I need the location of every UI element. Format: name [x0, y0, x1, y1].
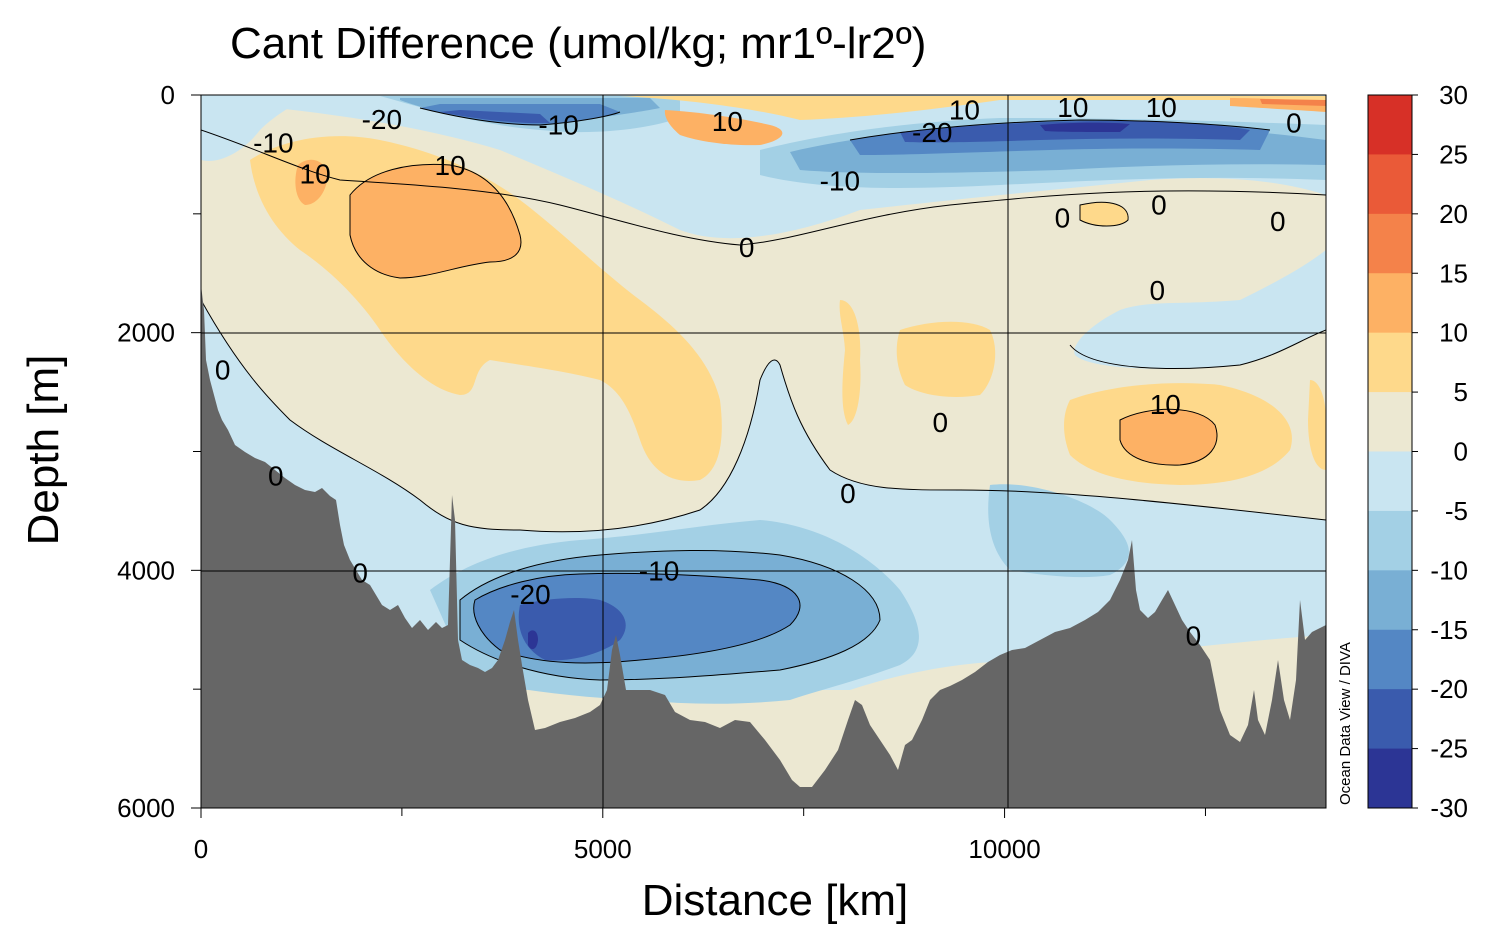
contour-line: [419, 107, 621, 126]
contour-label: 0: [1149, 275, 1165, 306]
band-negative-25: [440, 110, 550, 124]
contour-label: 10: [1146, 92, 1177, 123]
band-negative-30-east: [1040, 122, 1130, 132]
y-axis-title: Depth [m]: [19, 355, 68, 546]
watermark: Ocean Data View / DIVA: [1337, 642, 1354, 805]
grid-lines: [201, 95, 1326, 808]
chart-title: Cant Difference (umol/kg; mr1º-lr2º): [230, 19, 926, 68]
colorbar-swatch: [1368, 273, 1412, 334]
y-tick-label: 6000: [117, 793, 175, 823]
contour-label: -10: [538, 110, 578, 141]
band-positive-10: [350, 164, 521, 278]
band-negative-30-deep: [528, 630, 538, 650]
colorbar-swatch: [1368, 392, 1412, 452]
contour-label: 0: [1151, 189, 1167, 220]
colorbar-tick-label: 30: [1439, 80, 1468, 110]
colorbar-swatch: [1368, 748, 1412, 809]
contour-line: [349, 163, 522, 279]
colorbar-tick-label: 10: [1439, 318, 1468, 348]
colorbar: 30 25 20 15 10 5 0 -5 -10 -15 -20 -25 -30: [1367, 80, 1468, 823]
y-tick-label: 2000: [117, 318, 175, 348]
contour-label: -20: [510, 579, 550, 610]
contour-line: [459, 549, 881, 681]
band-positive-15-topright: [1260, 99, 1326, 106]
contour-label: -20: [362, 104, 402, 135]
contour-label: 0: [840, 478, 856, 509]
colorbar-tick-label: 5: [1454, 377, 1468, 407]
contour-line: [849, 119, 1271, 141]
colorbar-tick-label: -15: [1430, 615, 1468, 645]
colorbar-swatch: [1368, 510, 1412, 571]
contour-line: [1069, 329, 1326, 369]
contour-label: 0: [1186, 621, 1202, 652]
contour-label: 0: [1270, 206, 1286, 237]
contour-label: 0: [1286, 107, 1302, 138]
contour-label: -20: [912, 117, 952, 148]
contour-lines: [201, 107, 1326, 681]
colorbar-tick-label: 25: [1439, 139, 1468, 169]
band-positive-10-west: [295, 159, 328, 205]
colorbar-swatch: [1368, 95, 1412, 155]
contour-label: 10: [712, 106, 743, 137]
x-tick-label: 5000: [574, 834, 632, 864]
contour-label: -10: [253, 128, 293, 159]
contour-label: 10: [300, 158, 331, 189]
colorbar-tick-label: 0: [1454, 437, 1468, 467]
contour-label: -10: [820, 166, 860, 197]
colorbar-swatch: [1368, 451, 1412, 512]
contour-label: 10: [1150, 389, 1181, 420]
band-positive-5-top: [620, 96, 1326, 120]
contour-label: 10: [1057, 92, 1088, 123]
contour-fill: [201, 95, 1326, 808]
contour-line: [1119, 408, 1218, 466]
x-axis-ticks: 0 5000 10000: [194, 808, 1206, 864]
x-axis-title: Distance [km]: [642, 876, 909, 925]
contour-line: [1079, 201, 1129, 227]
colorbar-swatch: [1368, 332, 1412, 393]
colorbar-swatch: [1368, 629, 1412, 690]
contour-line: [473, 572, 801, 664]
colorbar-swatch: [1368, 689, 1412, 750]
contour-line: [201, 299, 1326, 533]
colorbar-tick-label: -25: [1430, 734, 1468, 764]
contour-label: 0: [215, 355, 231, 386]
colorbar-tick-label: 20: [1439, 199, 1468, 229]
contour-line: [201, 129, 1326, 246]
contour-label: 0: [932, 407, 948, 438]
contour-label: 0: [1055, 202, 1071, 233]
band-positive-5-upper-east: [1080, 202, 1129, 226]
band-positive-5-mid2: [896, 321, 996, 397]
colorbar-tick-label: -5: [1445, 496, 1468, 526]
seafloor-bathymetry: [201, 285, 1326, 808]
band-positive-10-top: [664, 110, 783, 146]
colorbar-swatch: [1368, 570, 1412, 631]
y-axis-ticks: 0 2000 4000 6000: [117, 80, 201, 823]
band-positive-5-mid: [839, 300, 861, 425]
contour-label: 10: [435, 150, 466, 181]
colorbar-tick-label: -30: [1430, 793, 1468, 823]
colorbar-tick-label: -10: [1430, 555, 1468, 585]
colorbar-tick-label: 15: [1439, 258, 1468, 288]
band-positive-10-east: [1120, 409, 1217, 466]
colorbar-tick-label: -20: [1430, 674, 1468, 704]
contour-label: 0: [268, 460, 284, 491]
band-negative-5-west: [201, 95, 300, 161]
contour-label: 0: [352, 558, 368, 589]
y-tick-label: 4000: [117, 555, 175, 585]
colorbar-swatch: [1368, 154, 1412, 215]
band-negative-25-deep: [518, 597, 626, 661]
y-tick-label: 0: [161, 80, 175, 110]
band-positive-5-east2: [1308, 380, 1326, 470]
colorbar-swatch: [1368, 213, 1412, 274]
contour-label: 10: [949, 94, 980, 125]
contour-label: 0: [739, 232, 755, 263]
x-tick-label: 0: [194, 834, 208, 864]
band-negative-10-east-deep: [988, 484, 1129, 578]
x-tick-label: 10000: [968, 834, 1040, 864]
